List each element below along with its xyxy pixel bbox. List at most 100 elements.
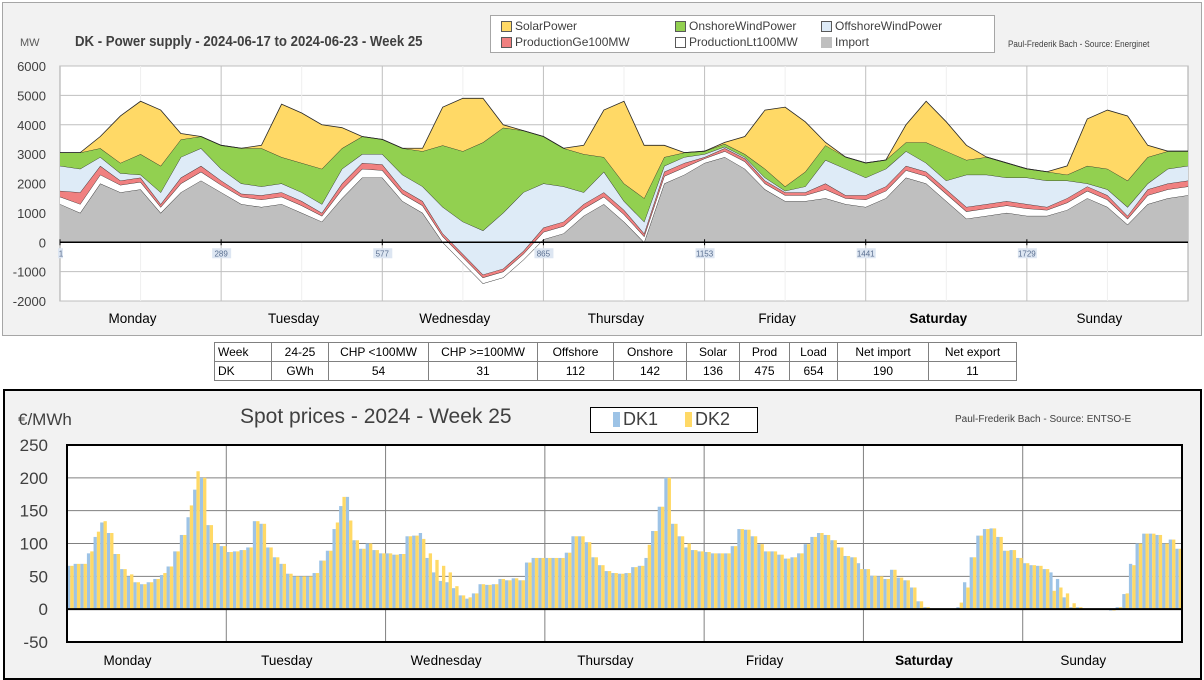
bar-dk1 [80,563,84,610]
bar-dk2 [514,578,519,610]
day-label: Wednesday [411,653,482,668]
bar-dk2 [1145,533,1149,610]
bar-dk1 [1009,550,1013,610]
bar-dk1 [624,573,628,610]
bar-dk2 [913,587,917,610]
bar-dk1 [836,547,841,610]
bar-dk2 [1165,543,1169,610]
bar-dk2 [992,528,997,610]
bar-dk1 [710,553,715,610]
legend-label: DK1 [623,409,659,429]
bar-dk1 [146,582,150,610]
bar-dk1 [604,571,608,610]
bar-dk2 [1158,534,1163,610]
bar-dk1 [531,557,535,610]
table-cell: Week [214,342,272,362]
bar-dk1 [704,552,708,610]
bar-dk1 [777,554,781,610]
bar-dk1 [1122,594,1126,610]
legend-item-productionlt100mw: ProductionLt100MW [675,35,798,49]
bar-dk2 [289,573,293,610]
bar-dk1 [126,576,131,610]
bar-dk1 [597,565,602,610]
bar-dk1 [325,550,330,610]
legend-swatch [675,20,686,32]
bar-dk1 [511,578,515,610]
bar-dk1 [538,557,542,610]
bar-dk1 [724,553,728,610]
bar-dk2 [654,531,658,610]
bottom-legend: DK1 DK2 [590,407,758,433]
x-tick-label-bg [856,248,876,259]
bar-dk1 [100,522,104,610]
bar-dk1 [166,566,170,610]
bar-dk2 [136,582,141,610]
bar-dk1 [1022,563,1027,610]
table-cell: 112 [537,361,614,381]
bar-dk2 [329,550,333,610]
bar-dk1 [883,578,887,610]
bar-dk2 [979,535,983,610]
bar-dk1 [425,557,429,610]
bar-dk2 [1052,590,1056,610]
bar-dk2 [594,557,598,610]
bar-dk1 [173,551,177,610]
y-tick-label: 2000 [17,177,46,192]
bar-dk1 [1148,533,1153,610]
x-tick-label: 865 [537,249,551,258]
bottom-source: Paul-Frederik Bach - Source: ENTSO-E [955,414,1132,425]
bar-dk2 [840,547,844,610]
bar-dk1 [372,550,376,610]
bar-dk1 [445,582,449,610]
bar-dk1 [252,521,257,610]
area-import [60,157,1188,284]
bar-dk2 [787,558,791,610]
y-tick-label: 100 [20,535,48,554]
day-label: Friday [758,311,796,326]
bar-dk1 [976,535,980,610]
bar-dk2 [116,554,121,610]
bar-dk2 [833,540,837,610]
bar-dk1 [465,598,469,610]
bar-dk1 [219,546,223,610]
bar-dk2 [561,557,565,610]
bar-dk1 [1155,534,1159,610]
bar-dk1 [1062,597,1066,610]
bar-dk1 [737,529,741,610]
bar-dk1 [1049,572,1053,610]
bar-dk2 [687,543,691,610]
bar-dk2 [103,521,107,610]
x-tick-label: 577 [376,249,390,258]
bar-dk1 [969,557,973,610]
table-cell: Offshore [537,342,614,362]
bottom-y-unit: €/MWh [18,410,72,429]
bar-dk2 [972,557,977,610]
bar-dk2 [156,578,160,610]
legend-item-offshorewindpower: OffshoreWindPower [821,19,942,33]
legend-item-dk1: DK1 [613,409,658,430]
bar-dk1 [856,563,861,610]
bar-dk2 [216,543,220,610]
area-solarpower [60,98,1188,199]
bar-dk2 [899,577,904,610]
bar-dk2 [601,565,605,610]
bar-dk1 [763,551,768,610]
bar-dk1 [730,546,735,610]
bar-dk2 [1032,565,1036,610]
day-label: Monday [108,311,156,326]
bar-dk1 [385,553,389,610]
bar-dk1 [578,536,582,610]
bar-dk1 [644,557,648,610]
bar-dk1 [1168,539,1173,610]
area-edge-solarpower [60,97,1188,173]
bar-dk2 [428,553,433,610]
bar-dk1 [830,540,834,610]
bar-dk2 [760,544,764,610]
bar-dk1 [584,542,588,610]
bar-dk1 [133,582,137,610]
table-cell: Load [789,342,838,362]
bar-dk2 [355,540,360,610]
bar-dk2 [753,536,758,610]
bar-dk2 [906,580,910,610]
